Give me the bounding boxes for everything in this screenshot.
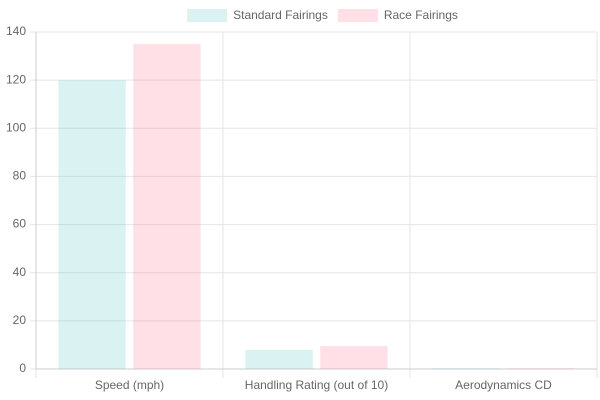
legend-label[interactable]: Standard Fairings [233,8,328,22]
y-tick-label: 140 [6,24,26,38]
x-tick-label: Aerodynamics CD [455,378,552,392]
y-tick-label: 0 [19,361,26,375]
y-tick-label: 20 [13,313,27,327]
y-tick-label: 60 [13,217,27,231]
x-tick-label: Speed (mph) [95,378,164,392]
x-tick-label: Handling Rating (out of 10) [245,378,388,392]
legend-label[interactable]: Race Fairings [384,8,458,22]
legend-swatch[interactable] [187,9,228,22]
bar [245,349,313,369]
y-tick-label: 40 [13,265,27,279]
y-tick-label: 80 [13,169,27,183]
bar [432,368,500,369]
bar [58,80,126,370]
legend-swatch[interactable] [337,9,378,22]
bar [507,368,575,369]
bar [320,346,388,369]
y-tick-label: 120 [6,72,26,86]
y-tick-label: 100 [6,120,26,134]
bar [133,44,201,370]
